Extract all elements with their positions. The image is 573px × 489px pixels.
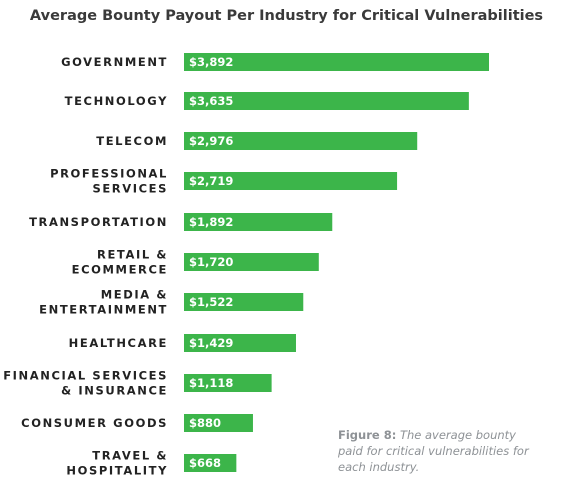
bar [184,92,469,110]
bar-value-label: $880 [189,416,221,430]
caption-figure-label: Figure 8: [338,428,397,442]
bar-value-label: $668 [189,456,221,470]
bar-value-label: $2,976 [189,134,233,148]
bar [184,53,489,71]
bar-value-label: $3,635 [189,94,233,108]
bar [184,172,398,190]
bar [184,414,253,432]
bar [184,213,333,231]
category-label: ENTERTAINMENT [39,303,168,317]
bar [184,454,237,472]
caption-text: The average bounty paid for critical vul… [338,428,529,474]
bar-value-label: $3,892 [189,55,233,69]
category-label: & INSURANCE [61,384,168,398]
bar-value-label: $1,720 [189,255,233,269]
category-label: PROFESSIONAL [50,167,168,181]
chart-title: Average Bounty Payout Per Industry for C… [29,8,544,24]
category-label: HEALTHCARE [69,336,168,350]
category-label: TELECOM [96,134,168,148]
category-label: FINANCIAL SERVICES [3,369,168,383]
bar [184,293,304,311]
bar-value-label: $1,118 [189,376,233,390]
category-label: TECHNOLOGY [65,94,168,108]
figure-caption: Figure 8: The average bounty paid for cr… [338,427,538,475]
category-label: TRAVEL & [92,449,168,463]
bar-value-label: $1,522 [189,295,233,309]
category-label: RETAIL & [97,248,168,262]
bar-value-label: $2,719 [189,174,233,188]
category-label: MEDIA & [101,288,168,302]
bar [184,253,319,271]
bar [184,132,418,150]
category-label: TRANSPORTATION [29,215,168,229]
bar-value-label: $1,429 [189,336,233,350]
category-label: SERVICES [92,182,168,196]
category-label: ECOMMERCE [72,263,168,277]
category-label: GOVERNMENT [61,55,168,69]
bar [184,374,272,392]
bar-value-label: $1,892 [189,215,233,229]
category-label: HOSPITALITY [66,464,168,478]
category-label: CONSUMER GOODS [21,416,168,430]
bar [184,334,296,352]
